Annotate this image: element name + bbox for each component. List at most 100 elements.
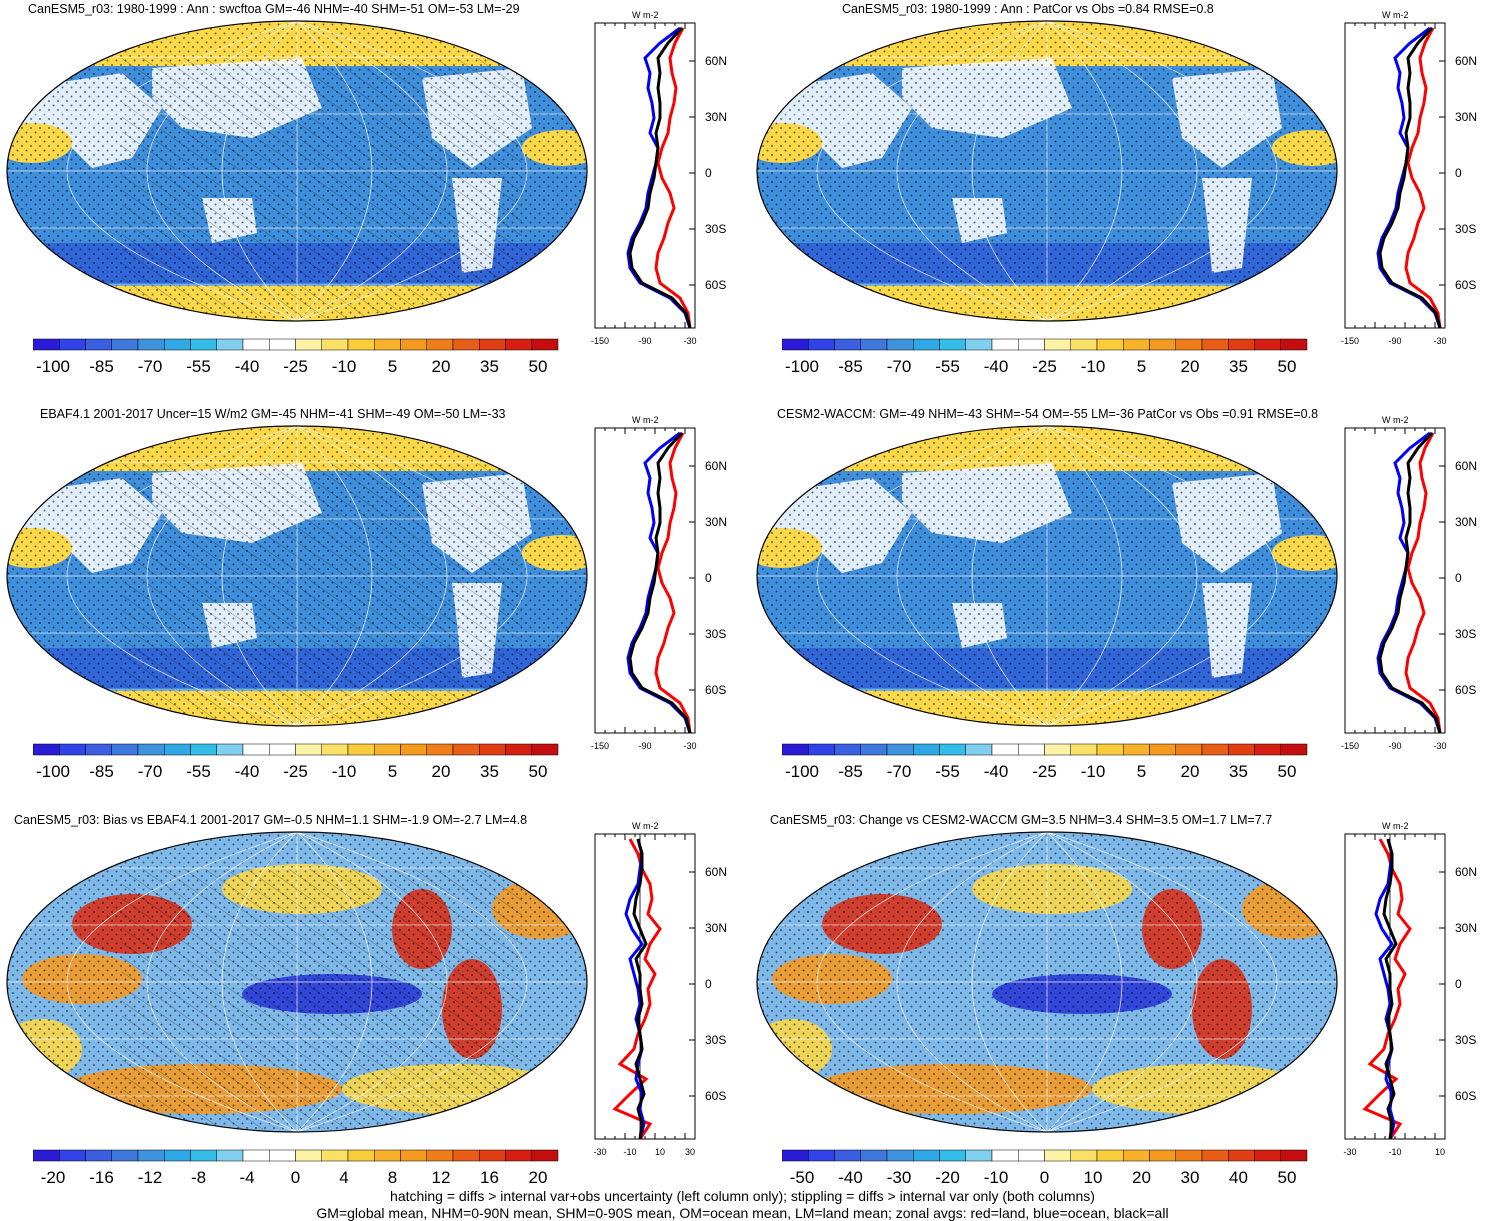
graticule-lon	[66, 832, 298, 1132]
zonal-tick-label: -30	[1343, 1147, 1356, 1157]
colorbar-swatch	[164, 338, 191, 351]
colorbar-swatch	[1175, 743, 1203, 756]
colorbar-swatch	[1070, 743, 1098, 756]
colorbar-label: -85	[89, 762, 114, 781]
graticule-lon	[1046, 426, 1123, 726]
colorbar-swatch	[321, 743, 349, 756]
panel-5: CanESM5_r03: Change vs CESM2-WACCM GM=3.…	[742, 811, 1484, 1216]
zonal-frame	[594, 22, 696, 329]
colorbar-label: 20	[1181, 762, 1200, 781]
colorbar-label: -20	[41, 1168, 66, 1187]
colorbar-swatch	[886, 338, 914, 351]
graticule-lon	[816, 832, 1048, 1132]
colorbar-label: -70	[887, 762, 912, 781]
graticule-lon	[971, 426, 1048, 726]
zonal-tick-label: -30	[593, 1147, 606, 1157]
colorbar-swatch	[190, 1149, 217, 1162]
colorbar-label: 10	[1084, 1168, 1103, 1187]
colorbar-label: -70	[138, 357, 163, 376]
zonal-all-curve	[632, 838, 648, 1140]
colorbar-swatch	[1018, 743, 1045, 756]
colorbar-swatch	[137, 338, 165, 351]
colorbar-swatch	[33, 1149, 60, 1162]
colorbar-label: 20	[1181, 357, 1200, 376]
colorbar-swatch	[1096, 338, 1124, 351]
colorbar-swatch	[111, 1149, 139, 1162]
colorbar-swatch	[913, 1149, 940, 1162]
colorbar-swatch	[347, 1149, 375, 1162]
colorbar-swatch	[531, 338, 559, 351]
zonal-tick-label: -90	[638, 336, 651, 346]
panel-title: CanESM5_r03: Change vs CESM2-WACCM GM=3.…	[770, 813, 1273, 827]
graticule-lon	[1046, 832, 1278, 1132]
graticule-lon	[221, 832, 298, 1132]
colorbar-swatch	[347, 338, 375, 351]
lat-label: 30N	[705, 110, 727, 124]
colorbar-label: -100	[785, 762, 819, 781]
graticule-lon	[296, 832, 373, 1132]
colorbar-label: -85	[89, 357, 114, 376]
colorbar-swatch	[913, 338, 940, 351]
footer-line-2: GM=global mean, NHM=0-90N mean, SHM=0-90…	[316, 1205, 1169, 1221]
colorbar-label: 4	[339, 1168, 348, 1187]
colorbar-label: -25	[283, 762, 308, 781]
map-border	[6, 831, 588, 1133]
zonal-land-curve	[1404, 432, 1442, 734]
lat-label: 60S	[1455, 1089, 1476, 1103]
graticule-lon	[816, 21, 1048, 321]
colorbar-swatch	[242, 1149, 270, 1162]
colorbar-label: 20	[432, 357, 451, 376]
graticule-lon	[1046, 21, 1198, 321]
colorbar-label: -25	[1032, 762, 1057, 781]
lat-label: 30S	[1455, 222, 1476, 236]
colorbar-swatch	[505, 338, 532, 351]
map-border	[756, 20, 1338, 322]
colorbar-swatch	[782, 1149, 809, 1162]
colorbar-label: -40	[235, 762, 260, 781]
lat-label: 0	[1455, 571, 1462, 585]
colorbar-swatch	[1228, 743, 1255, 756]
lat-label: 60S	[705, 1089, 726, 1103]
map-border	[756, 831, 1338, 1133]
colorbar-swatch	[1254, 743, 1281, 756]
colorbar-swatch	[1280, 743, 1308, 756]
graticule-lon	[221, 21, 298, 321]
colorbar-swatch	[531, 1149, 559, 1162]
colorbar: -100 -85 -70 -55 -40 -25 -10 5 20 35 50	[782, 743, 1308, 781]
colorbar-swatch	[59, 743, 86, 756]
map-border	[6, 425, 588, 727]
colorbar-label: -25	[283, 357, 308, 376]
colorbar-swatch	[860, 1149, 888, 1162]
panel-title: CanESM5_r03: 1980-1999 : Ann : PatCor vs…	[842, 2, 1214, 16]
colorbar-swatch	[1123, 743, 1150, 756]
colorbar-label: -100	[785, 357, 819, 376]
lat-label: 30N	[1455, 110, 1477, 124]
colorbar-label: -85	[838, 357, 863, 376]
colorbar-swatch	[269, 1149, 296, 1162]
zonal-tick-label: 10	[1435, 1147, 1445, 1157]
colorbar: -50 -40 -30 -20 -10 0 10 20 30 40 50	[782, 1149, 1308, 1187]
panel-1: CanESM5_r03: 1980-1999 : Ann : PatCor vs…	[742, 0, 1484, 405]
zonal-tick-label: -10	[1388, 1147, 1401, 1157]
zonal-unit: W m-2	[632, 821, 659, 831]
colorbar-label: -100	[36, 357, 70, 376]
colorbar-label: 35	[1229, 357, 1248, 376]
colorbar-label: -10	[1081, 762, 1106, 781]
colorbar-swatch	[295, 1149, 322, 1162]
colorbar-label: -40	[984, 762, 1009, 781]
colorbar-swatch	[400, 338, 427, 351]
lat-label: 30S	[1455, 1033, 1476, 1047]
colorbar-swatch	[1149, 743, 1176, 756]
zonal-tick-label: -30	[1433, 741, 1446, 751]
graticule-lon	[816, 426, 1048, 726]
colorbar-swatch	[1070, 1149, 1098, 1162]
colorbar-swatch	[965, 1149, 993, 1162]
graticule-lon	[971, 832, 1048, 1132]
hatching	[122, 869, 522, 1129]
colorbar-label: 50	[1278, 357, 1297, 376]
colorbar-label: 12	[432, 1168, 451, 1187]
zonal-tick-label: -90	[1388, 741, 1401, 751]
colorbar-label: 5	[1137, 762, 1146, 781]
colorbar-swatch	[505, 1149, 532, 1162]
colorbar-swatch	[860, 743, 888, 756]
